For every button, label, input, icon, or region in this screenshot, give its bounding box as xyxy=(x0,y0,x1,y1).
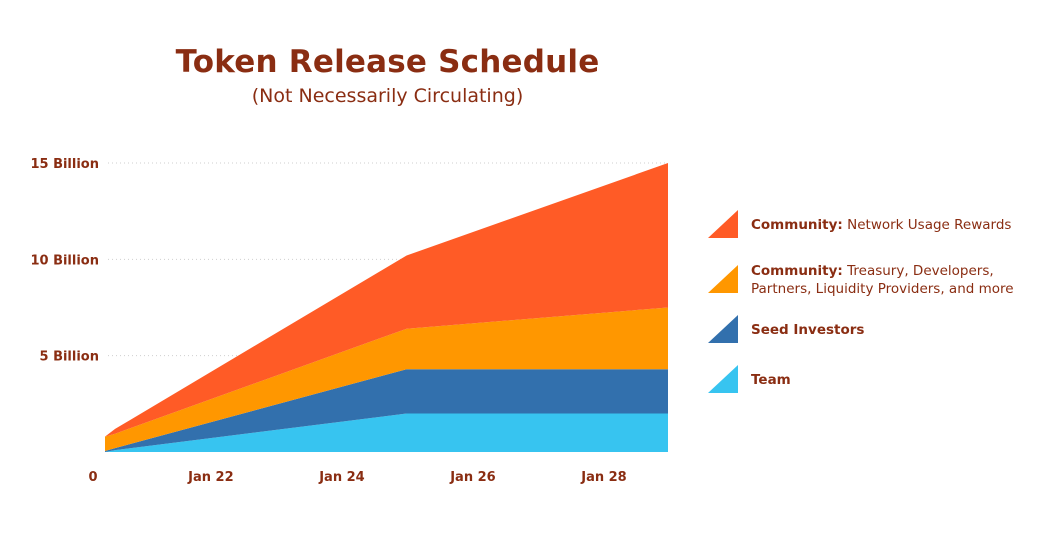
legend-label: Network Usage Rewards xyxy=(847,217,1012,233)
y-tick-label: 5 Billion xyxy=(40,350,100,365)
area-layer xyxy=(105,163,668,452)
legend-label-bold: Community: xyxy=(751,217,843,233)
area-series-community-treasury-developers-partners-liquidity-providers-and-more xyxy=(105,307,668,451)
legend-swatch-triangle-icon xyxy=(708,315,738,343)
x-tick-label: Jan 22 xyxy=(187,470,233,485)
chart-subtitle: (Not Necessarily Circulating) xyxy=(251,85,524,107)
area-series-team xyxy=(105,413,668,452)
legend-label-line2: Partners, Liquidity Providers, and more xyxy=(751,281,1014,297)
legend-swatch-team xyxy=(708,365,738,393)
y-axis: 5 Billion 10 Billion 15 Billion xyxy=(30,157,99,365)
x-tick-label: 0 xyxy=(88,470,97,485)
area-series-seed-investors xyxy=(105,369,668,452)
legend-swatch-triangle-icon xyxy=(708,365,738,393)
y-tick-label: 10 Billion xyxy=(30,253,99,268)
x-tick-label: Jan 28 xyxy=(580,470,626,485)
x-tick-label: Jan 26 xyxy=(449,470,495,485)
legend-swatch-triangle-icon xyxy=(708,210,738,238)
legend-label-bold: Community: xyxy=(751,263,843,279)
legend-swatch-network-rewards xyxy=(708,210,738,238)
legend-label-bold: Team xyxy=(751,372,791,388)
legend-label: Treasury, Developers, xyxy=(847,263,994,279)
area-series-community-network-usage-rewards xyxy=(105,163,668,437)
stacked-area-chart: 5 Billion 10 Billion 15 Billion 0 Jan 22 Jan… xyxy=(30,157,668,485)
legend-swatch-triangle-icon xyxy=(708,265,738,293)
legend-swatch-seed xyxy=(708,315,738,343)
legend-label-bold: Seed Investors xyxy=(751,322,865,338)
y-tick-label: 15 Billion xyxy=(30,157,99,172)
x-axis: 0 Jan 22 Jan 24 Jan 26 Jan 28 xyxy=(88,470,626,485)
x-tick-label: Jan 24 xyxy=(318,470,364,485)
chart-title: Token Release Schedule xyxy=(175,44,600,80)
legend-swatch-treasury xyxy=(708,265,738,293)
